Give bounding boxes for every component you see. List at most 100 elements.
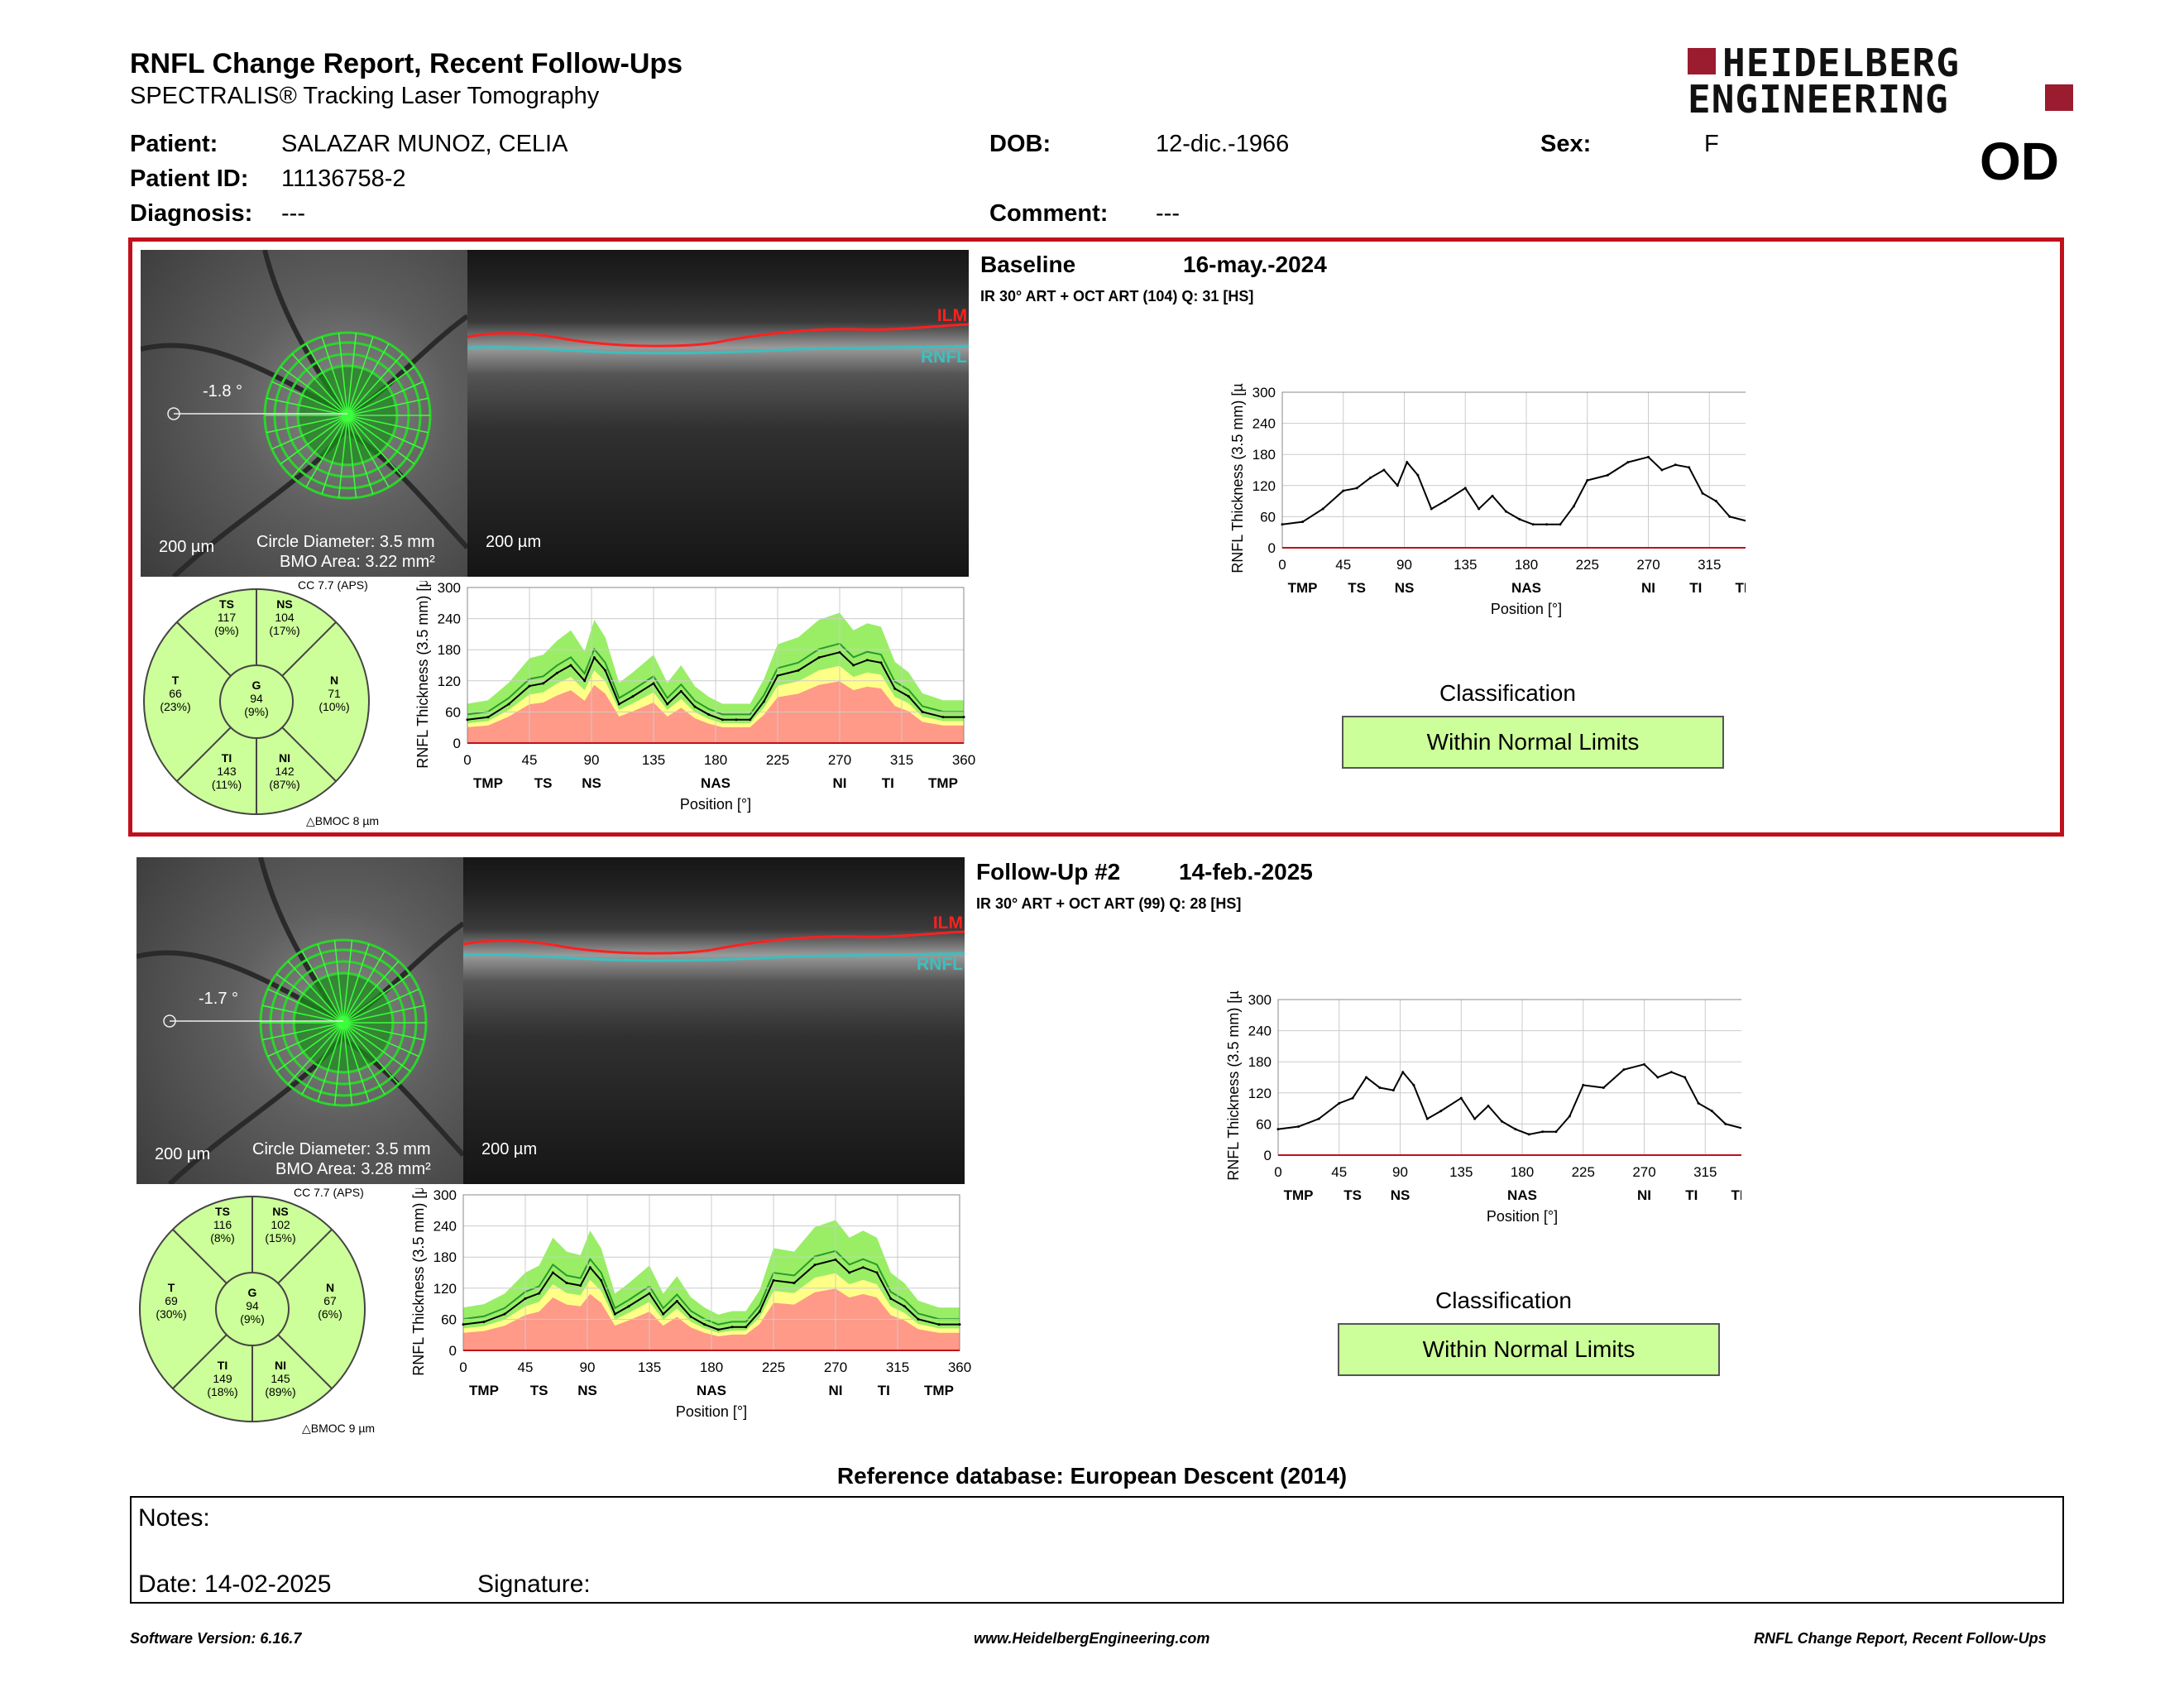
data-point [716, 1328, 720, 1331]
y-tick-label: 0 [453, 736, 461, 751]
diagnosis-label: Diagnosis: [130, 200, 253, 227]
sector-axis-label: TMP [1731, 1187, 1741, 1203]
y-tick-label: 120 [1252, 478, 1276, 494]
notes-box[interactable]: Notes: Date: 14-02-2025 Signature: [130, 1496, 2064, 1604]
follow-up-panel: -1.7 ° 200 µm Circle Diameter: 3.5 mm BM… [128, 849, 2064, 1436]
data-point [613, 1312, 616, 1316]
x-tick-label: 90 [1396, 557, 1412, 573]
sector-axis-label: TI [882, 775, 894, 791]
x-tick-label: 225 [1572, 1164, 1595, 1180]
circle-diameter: Circle Diameter: 3.5 mm [256, 533, 435, 551]
data-point [569, 664, 572, 667]
data-point [662, 1312, 665, 1316]
x-tick-label: 90 [584, 752, 600, 768]
data-point [1606, 473, 1609, 477]
data-point [749, 718, 752, 722]
data-point [962, 716, 965, 719]
data-point [693, 705, 697, 708]
circle-diameter: Circle Diameter: 3.5 mm [252, 1140, 431, 1158]
y-axis-label: RNFL Thickness (3.5 mm) [µm] [1229, 382, 1246, 573]
y-tick-label: 300 [1252, 385, 1276, 400]
data-point [776, 674, 779, 678]
data-point [721, 718, 724, 722]
fundus-scale: 200 µm [155, 1145, 211, 1163]
data-point [689, 1315, 692, 1318]
sex-label: Sex: [1540, 131, 1592, 157]
sector-axis-label: NI [833, 775, 847, 791]
data-point [1338, 1101, 1341, 1105]
ilm-label: ILM [936, 306, 967, 325]
data-point [1541, 1130, 1545, 1134]
data-point [707, 713, 711, 717]
exam-date: 16-may.-2024 [1183, 252, 1327, 277]
x-axis-label: Position [°] [680, 796, 751, 813]
scan-info: IR 30° ART + OCT ART (99) Q: 28 [HS] [976, 895, 1242, 912]
data-point [758, 1310, 761, 1313]
data-point [889, 1297, 893, 1300]
data-point [1674, 463, 1677, 467]
data-point [817, 656, 821, 659]
sector-g: G 94 (9%) [244, 679, 269, 718]
y-tick-label: 240 [1252, 416, 1276, 432]
sector-n: N 67 (6%) [318, 1281, 342, 1321]
cc-label: CC 7.7 (APS) [294, 1186, 364, 1199]
sector-ts: TS 117 (9%) [214, 597, 239, 637]
sector-axis-label: TI [1685, 1187, 1698, 1203]
data-point [917, 1317, 920, 1321]
sector-axis-label: TMP [924, 1383, 954, 1398]
data-point [1365, 1076, 1368, 1079]
data-point [579, 1284, 582, 1288]
data-point [834, 1258, 837, 1261]
heidelberg-logo: HEIDELBERG ENGINEERING [1688, 44, 2076, 118]
data-point [1684, 1076, 1687, 1079]
footer-website[interactable]: www.HeidelbergEngineering.com [974, 1630, 1210, 1647]
sector-axis-label: NI [1637, 1187, 1651, 1203]
data-point [652, 682, 655, 685]
data-point [1602, 1086, 1605, 1090]
sector-ts: TS 116 (8%) [210, 1205, 235, 1244]
data-point [1478, 507, 1481, 511]
x-tick-label: 0 [459, 1360, 467, 1375]
data-point [941, 716, 945, 719]
sector-ni: NI 142 (87%) [269, 751, 300, 791]
data-point [1518, 518, 1521, 521]
y-tick-label: 60 [445, 704, 461, 720]
fundus-overlay [141, 250, 467, 577]
y-tick-label: 0 [1264, 1148, 1272, 1163]
x-tick-label: 45 [522, 752, 538, 768]
data-point [1473, 1117, 1477, 1120]
x-tick-label: 135 [642, 752, 665, 768]
data-point [903, 1305, 906, 1308]
sector-t: T 69 (30%) [156, 1281, 187, 1321]
angle-label: -1.8 ° [203, 382, 243, 400]
x-axis-label: Position [°] [676, 1403, 747, 1420]
patient-label: Patient: [130, 131, 218, 157]
data-point [1531, 523, 1535, 526]
sector-axis-label: NS [1391, 1187, 1410, 1203]
notes-date: Date: 14-02-2025 [138, 1571, 332, 1598]
data-point [1710, 1110, 1713, 1113]
data-point [666, 703, 669, 706]
data-point [921, 710, 924, 713]
data-point [1527, 1133, 1530, 1136]
x-tick-label: 225 [1576, 557, 1599, 573]
data-point [762, 700, 765, 703]
plot-frame [1281, 391, 1746, 549]
delta-icon: △ [302, 1422, 311, 1435]
x-tick-label: 135 [1454, 557, 1477, 573]
delta-icon: △ [306, 814, 315, 827]
data-point [1545, 523, 1549, 526]
y-tick-label: 240 [1248, 1024, 1272, 1039]
bscan-scale: 200 µm [486, 533, 542, 551]
data-point [875, 1271, 879, 1274]
data-point [735, 718, 738, 722]
data-point [937, 1323, 941, 1326]
fundus-image: -1.7 ° 200 µm Circle Diameter: 3.5 mm BM… [136, 857, 463, 1184]
x-tick-label: 360 [952, 752, 975, 768]
rnfl-thickness-line [1281, 456, 1746, 525]
data-point [583, 679, 587, 683]
dob-value: 12-dic.-1966 [1156, 131, 1290, 157]
patient-id-label: Patient ID: [130, 165, 249, 192]
bmoc-delta: △BMOC 8 µm [306, 814, 380, 827]
bscan-scale: 200 µm [481, 1140, 538, 1158]
